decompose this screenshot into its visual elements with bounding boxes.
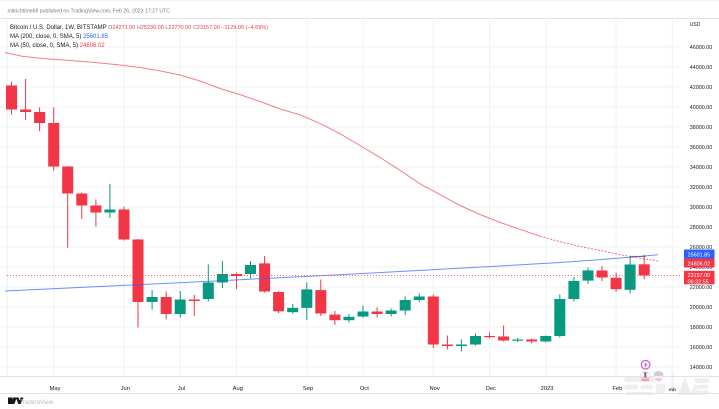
svg-text:MA (50, close, 0, SMA, 5) 2460: MA (50, close, 0, SMA, 5) 24606.02 [10, 43, 105, 49]
svg-text:16000.00: 16000.00 [690, 345, 712, 351]
svg-text:May: May [50, 386, 61, 392]
svg-text:44000.00: 44000.00 [690, 65, 712, 71]
svg-text:40000.00: 40000.00 [690, 105, 712, 111]
svg-text:25601.85: 25601.85 [688, 252, 710, 258]
svg-text:Jun: Jun [121, 386, 130, 392]
svg-text:mb: mb [669, 387, 676, 393]
svg-text:MA (200, close, 0, SMA, 5) 256: MA (200, close, 0, SMA, 5) 25601.85 [10, 34, 109, 40]
svg-text:38000.00: 38000.00 [690, 125, 712, 131]
svg-text:36000.00: 36000.00 [690, 145, 712, 151]
svg-text:22000.00: 22000.00 [690, 285, 712, 291]
svg-text:28000.00: 28000.00 [690, 225, 712, 231]
svg-text:34000.00: 34000.00 [690, 165, 712, 171]
svg-text:46000.00: 46000.00 [690, 45, 712, 51]
svg-text:Aug: Aug [233, 386, 243, 392]
svg-text:Bitcoin / U.S. Dollar, 1W, BIT: Bitcoin / U.S. Dollar, 1W, BITSTAMP O242… [10, 25, 268, 31]
svg-text:Oct: Oct [360, 386, 369, 392]
svg-text:USD: USD [690, 22, 701, 28]
svg-text:Nov: Nov [429, 386, 439, 392]
svg-text:Sep: Sep [303, 386, 313, 392]
svg-text:18000.00: 18000.00 [690, 325, 712, 331]
svg-text:14000.00: 14000.00 [690, 365, 712, 371]
svg-text:2023: 2023 [541, 386, 554, 392]
svg-text:26000.00: 26000.00 [690, 245, 712, 251]
svg-text:42000.00: 42000.00 [690, 85, 712, 91]
svg-text:24000.00: 24000.00 [690, 265, 712, 271]
svg-text:Dec: Dec [486, 386, 496, 392]
svg-text:mitrichtime69 published on Tra: mitrichtime69 published on TradingView.c… [8, 8, 171, 14]
svg-text:30000.00: 30000.00 [690, 205, 712, 211]
svg-text:Feb: Feb [612, 386, 622, 392]
svg-text:20000.00: 20000.00 [690, 305, 712, 311]
svg-text:Jul: Jul [178, 386, 185, 392]
svg-text:23157.00: 23157.00 [688, 273, 710, 279]
svg-text:32000.00: 32000.00 [690, 185, 712, 191]
svg-text:24606.02: 24606.02 [688, 261, 710, 267]
svg-text:06:32:55: 06:32:55 [688, 279, 709, 285]
svg-text:TradingView: TradingView [19, 399, 54, 404]
